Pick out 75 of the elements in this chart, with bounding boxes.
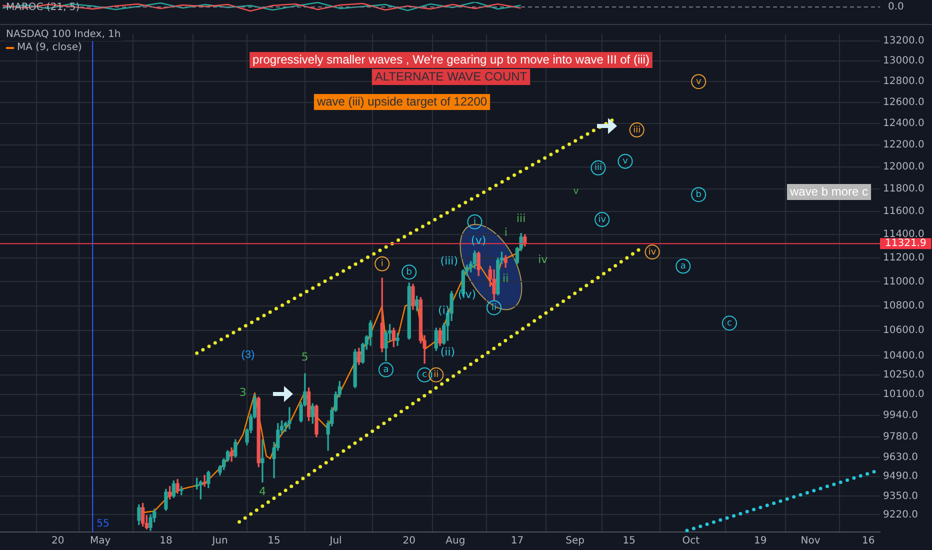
annotation: (3)	[241, 349, 255, 362]
x-tick-label: 15	[268, 536, 280, 547]
x-tick-label: 17	[510, 536, 524, 547]
y-tick-label: 11000.0	[883, 276, 924, 288]
annotation: c	[422, 370, 428, 380]
annotation: 5	[301, 350, 308, 364]
annotation: (iii)	[440, 254, 458, 268]
y-tick-label: 9940.0	[883, 410, 918, 422]
x-tick-label: Jun	[211, 536, 228, 547]
ref-line-label: 55	[96, 518, 110, 530]
x-tick-label: Aug	[446, 536, 466, 547]
y-tick-label: 12800.0	[883, 76, 924, 88]
y-tick-label: 10600.0	[883, 325, 924, 336]
annotation: i	[380, 259, 384, 270]
x-tick-label: Sep	[566, 536, 585, 547]
x-tick-label: Oct	[682, 536, 700, 547]
y-tick-label: 10400.0	[883, 350, 924, 362]
y-tick-label: 9220.0	[883, 509, 918, 520]
y-tick-label: 13000.0	[883, 56, 924, 67]
x-tick-label: 18	[160, 536, 172, 547]
y-tick-label: 11800.0	[883, 184, 924, 195]
y-tick-label: 10800.0	[883, 300, 924, 312]
annotation: (i)	[438, 304, 450, 317]
x-tick-label: Jul	[328, 536, 342, 547]
x-tick-label: 20	[402, 536, 416, 547]
annotation: iv	[598, 214, 607, 225]
annotation: a	[680, 262, 686, 272]
annotation: 3	[239, 386, 246, 399]
y-tick-label: 11600.0	[883, 206, 924, 218]
x-tick-label: 15	[622, 536, 636, 547]
annotation: b	[406, 267, 412, 278]
annotation: ii	[502, 272, 509, 286]
y-tick-label: 9350.0	[883, 490, 918, 502]
annotation: v	[696, 76, 702, 87]
ref-line-label: 0.0	[888, 2, 904, 13]
y-tick-label: 10100.0	[883, 388, 924, 400]
y-tick-label: 12200.0	[883, 140, 924, 151]
annotation: a	[383, 365, 389, 376]
y-tick-label: 10250.0	[883, 369, 924, 380]
y-tick-label: 12600.0	[883, 96, 924, 108]
annotation: wave b more c	[789, 184, 868, 198]
y-tick-label: 9780.0	[883, 431, 918, 442]
annotation: c	[726, 318, 732, 328]
y-tick-label: 9630.0	[883, 452, 918, 463]
chart-title: NASDAQ 100 Index, 1h	[4, 29, 123, 41]
annotation: 4	[258, 485, 266, 498]
y-tick-label: 9490.0	[883, 471, 918, 482]
x-tick-label: 16	[862, 536, 875, 547]
ref-line-label: 11321.9	[885, 238, 926, 250]
y-tick-label: 11200.0	[883, 252, 924, 264]
annotation: v	[622, 156, 629, 167]
annotation: ii	[434, 370, 439, 380]
annotation: ALTERNATE WAVE COUNT	[374, 69, 528, 84]
x-tick-label: 19	[754, 536, 767, 547]
annotation: (ii)	[440, 345, 456, 358]
legend-label: MA (9, close)	[17, 42, 82, 54]
annotation: ii	[492, 303, 497, 314]
annotation: wave (iii) upside target of 12200	[316, 94, 488, 108]
annotation: progressively smaller waves , We're gearing up to move into wave III of (iii)	[252, 52, 650, 66]
annotation: b	[696, 190, 702, 200]
x-tick-label: Nov	[800, 536, 820, 547]
annotation: iv	[648, 247, 657, 258]
y-tick-label: 13200.0	[883, 36, 924, 47]
annotation: i	[473, 217, 476, 228]
annotation: iii	[633, 125, 641, 136]
annotation: iii	[594, 163, 602, 174]
y-tick-label: 12400.0	[883, 118, 924, 130]
annotation: iii	[516, 212, 526, 226]
x-tick-label: May	[90, 536, 111, 547]
annotation: v	[574, 186, 578, 197]
y-tick-label: 12000.0	[883, 161, 924, 172]
annotation: (iv)	[458, 288, 476, 301]
annotation: iv	[538, 253, 548, 266]
x-tick-label: 20	[52, 536, 64, 547]
annotation: i	[504, 226, 508, 239]
